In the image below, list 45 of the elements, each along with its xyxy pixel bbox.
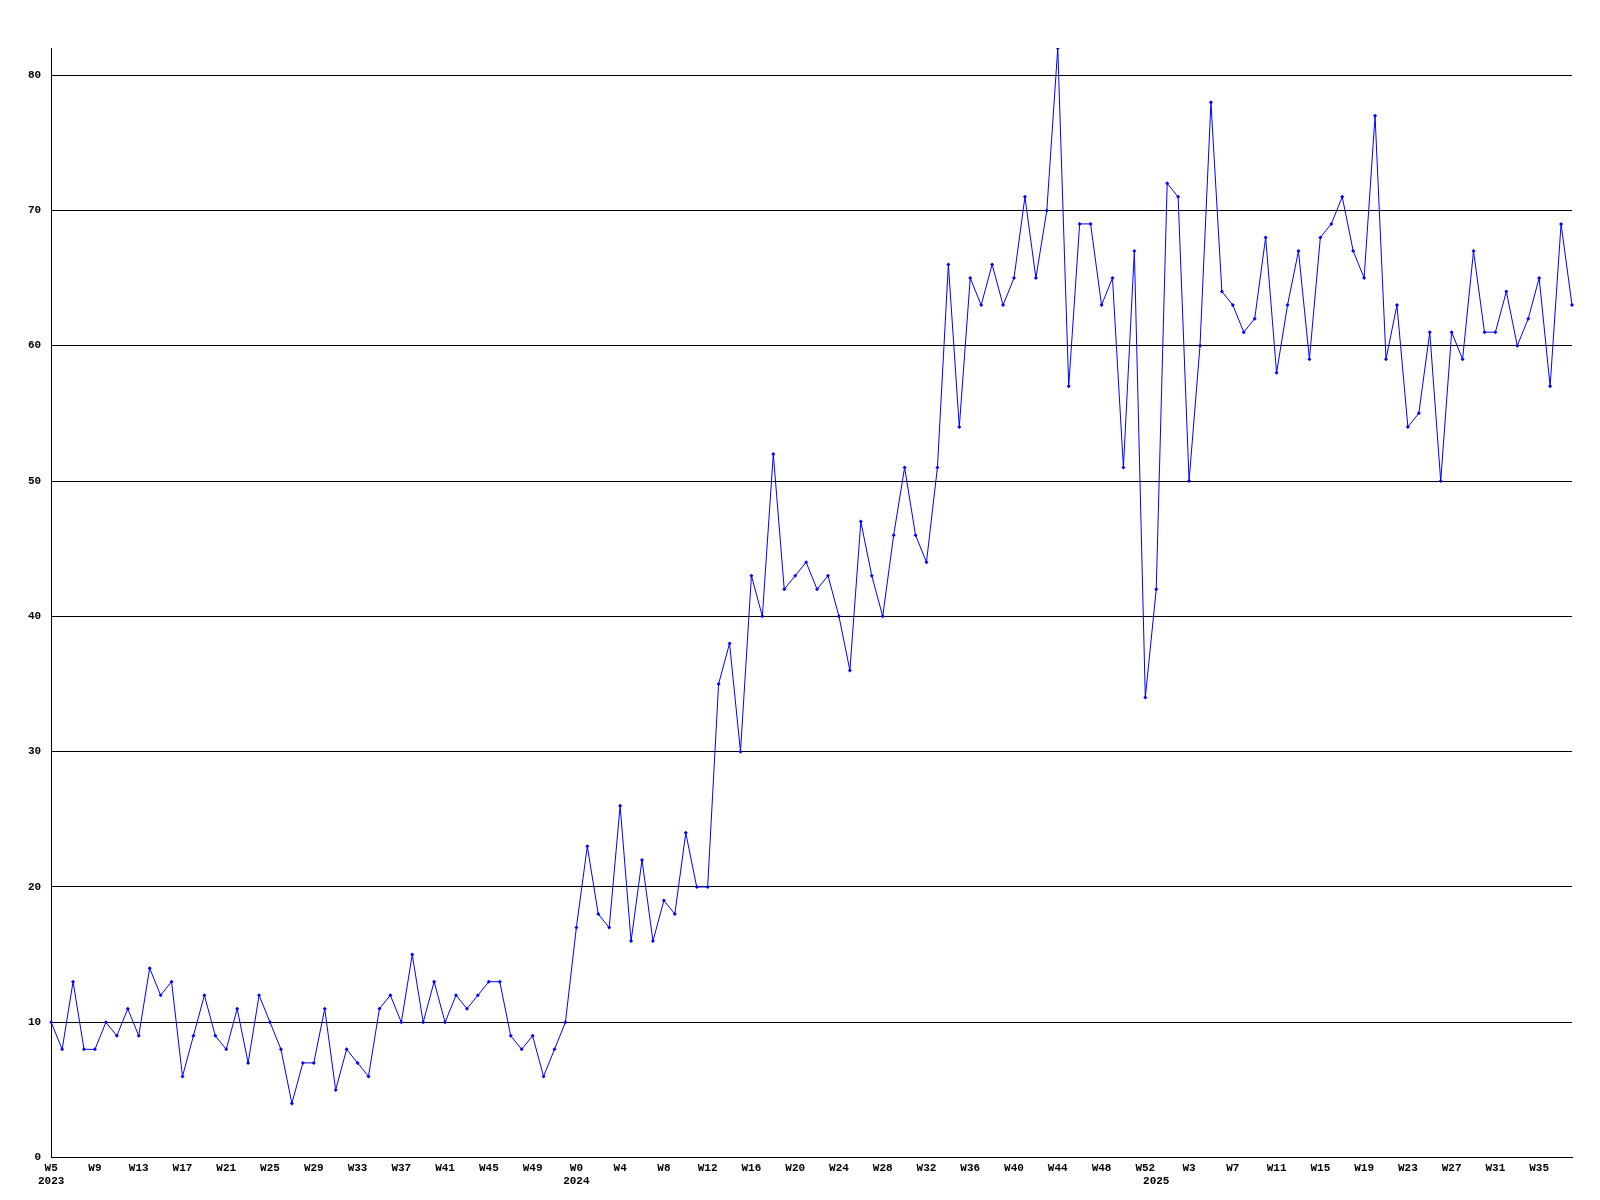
x-tick-label: W7 bbox=[1226, 1161, 1240, 1174]
x-tick-label: W21 bbox=[216, 1161, 237, 1174]
y-tick-label: 0 bbox=[34, 1151, 42, 1164]
x-tick-label: W13 bbox=[128, 1161, 150, 1174]
y-tick-label: 40 bbox=[28, 610, 42, 623]
x-tick-label: W0 2024 bbox=[563, 1161, 590, 1188]
x-tick-label: W4 bbox=[613, 1161, 628, 1174]
x-tick-label: W20 bbox=[785, 1161, 806, 1174]
x-tick-label: W49 bbox=[522, 1161, 543, 1174]
x-tick-label: W33 bbox=[347, 1161, 368, 1174]
x-tick-label: W8 bbox=[657, 1161, 671, 1174]
y-tick-label: 50 bbox=[28, 474, 42, 487]
x-tick-label: W11 bbox=[1266, 1161, 1287, 1174]
x-tick-label: W35 bbox=[1529, 1161, 1550, 1174]
y-tick-label: 80 bbox=[28, 68, 42, 81]
x-tick-label: W23 bbox=[1397, 1161, 1419, 1174]
x-tick-label: W36 bbox=[960, 1161, 981, 1174]
x-tick-label: W37 bbox=[391, 1161, 412, 1174]
x-tick-label: W3 bbox=[1182, 1161, 1197, 1174]
x-tick-label: W15 bbox=[1310, 1161, 1331, 1174]
x-tick-label: W48 bbox=[1091, 1161, 1112, 1174]
x-tick-label: W9 bbox=[88, 1161, 102, 1174]
x-tick-label: W29 bbox=[303, 1161, 324, 1174]
y-tick-label: 10 bbox=[28, 1016, 42, 1029]
x-tick-label: W24 bbox=[829, 1161, 850, 1174]
x-tick-label: W25 bbox=[260, 1161, 281, 1174]
x-tick-label: W17 bbox=[172, 1161, 193, 1174]
x-tick-label: W52 bbox=[1135, 1161, 1156, 1174]
x-tick-label: W27 bbox=[1441, 1161, 1462, 1174]
y-tick-label: 30 bbox=[28, 745, 42, 758]
y-tick-label: 20 bbox=[28, 880, 42, 893]
x-tick-label: W41 bbox=[435, 1161, 456, 1174]
y-tick-label: 70 bbox=[28, 204, 42, 217]
x-tick-label: W45 bbox=[478, 1161, 500, 1174]
x-tick-label: W40 bbox=[1004, 1161, 1024, 1174]
x-tick-label: W44 bbox=[1047, 1161, 1069, 1174]
x-tick-label: W32 bbox=[916, 1161, 937, 1174]
x-tick-label: W19 bbox=[1354, 1161, 1375, 1174]
x-tick-label: W16 bbox=[741, 1161, 762, 1174]
x-tick-label: W5 2023 bbox=[38, 1161, 65, 1188]
x-tick-label: W28 bbox=[872, 1161, 894, 1174]
x-tick-label: W31 bbox=[1485, 1161, 1506, 1174]
x-tick-label: 2025 bbox=[1143, 1175, 1170, 1188]
y-tick-label: 60 bbox=[28, 339, 42, 352]
x-tick-label: W12 bbox=[697, 1161, 718, 1174]
